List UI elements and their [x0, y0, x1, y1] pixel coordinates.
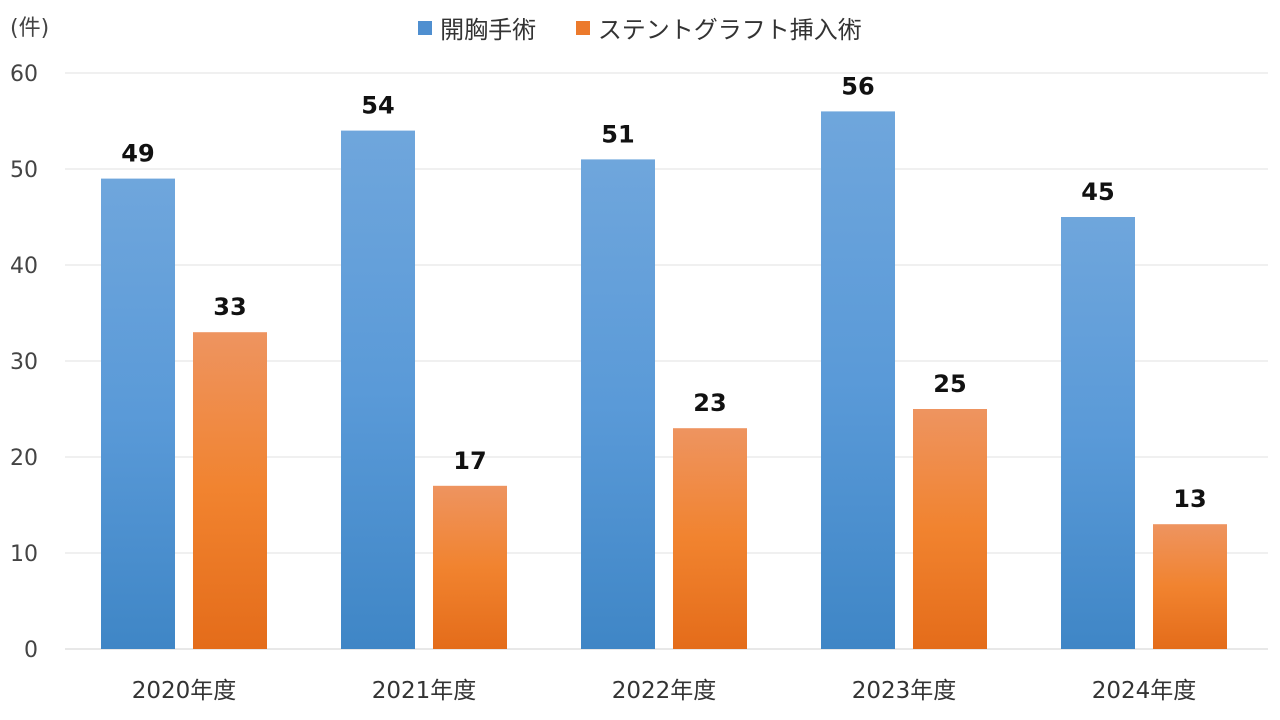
legend: 開胸手術 ステントグラフト挿入術 [0, 10, 1280, 45]
legend-item-series-0: 開胸手術 [418, 10, 536, 45]
bar-series-0 [581, 159, 655, 649]
x-tick-label: 2021年度 [372, 678, 477, 704]
bar-series-0 [821, 111, 895, 649]
bar-series-1 [673, 428, 747, 649]
legend-label-series-0: 開胸手術 [440, 16, 537, 44]
legend-swatch-series-1 [575, 20, 590, 35]
y-tick-label: 10 [10, 542, 38, 567]
data-labels: 49 33 54 17 51 23 56 25 45 13 [121, 72, 1206, 513]
legend-item-series-1: ステントグラフト挿入術 [575, 10, 862, 45]
y-tick-label: 50 [10, 158, 38, 183]
y-tick-label: 0 [24, 638, 38, 663]
y-axis-unit-label: (件) [10, 16, 50, 41]
data-label: 45 [1081, 178, 1114, 206]
y-tick-label: 60 [10, 62, 38, 87]
data-label: 56 [841, 72, 874, 100]
x-tick-label: 2022年度 [612, 678, 717, 704]
x-tick-label: 2020年度 [132, 678, 237, 704]
bars [101, 111, 1227, 650]
y-axis-ticks: 0 10 20 30 40 50 60 [10, 62, 38, 663]
y-tick-label: 20 [10, 446, 38, 471]
bar-series-0 [101, 178, 175, 649]
bar-series-1 [1153, 524, 1227, 649]
data-label: 13 [1173, 485, 1206, 513]
data-label: 33 [213, 293, 246, 321]
bar-series-0 [341, 130, 415, 650]
legend-label-series-1: ステントグラフト挿入術 [597, 16, 862, 44]
data-label: 54 [361, 92, 394, 120]
data-label: 49 [121, 140, 154, 168]
data-label: 23 [693, 389, 726, 417]
bar-series-1 [433, 485, 507, 649]
data-label: 51 [601, 120, 634, 148]
y-tick-label: 30 [10, 350, 38, 375]
x-tick-label: 2023年度 [852, 678, 957, 704]
data-label: 25 [933, 370, 966, 398]
bar-series-1 [913, 409, 987, 649]
bar-series-0 [1061, 217, 1135, 649]
x-tick-label: 2024年度 [1092, 678, 1197, 704]
legend-swatch-series-0 [418, 20, 433, 35]
data-label: 17 [453, 447, 486, 475]
y-tick-label: 40 [10, 254, 38, 279]
bar-series-1 [193, 332, 267, 649]
x-axis-ticks: 2020年度 2021年度 2022年度 2023年度 2024年度 [132, 678, 1197, 704]
